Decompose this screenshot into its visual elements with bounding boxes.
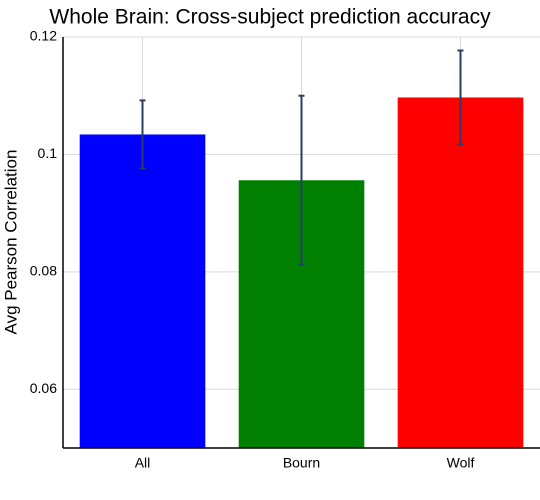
x-tick-label: Wolf [447, 455, 475, 471]
chart-title: Whole Brain: Cross-subject prediction ac… [49, 6, 491, 29]
bar [79, 134, 206, 449]
bar [397, 97, 524, 449]
error-bar [139, 99, 146, 170]
x-tick-label: Bourn [283, 455, 320, 471]
x-tick-label: All [135, 455, 151, 471]
y-tick-label: 0.06 [30, 380, 57, 396]
y-tick-label: 0.1 [38, 145, 58, 161]
error-bar [298, 94, 305, 266]
y-tick-label: 0.12 [30, 28, 57, 44]
y-axis-label: Avg Pearson Correlation [1, 150, 20, 335]
error-bar [457, 49, 464, 146]
y-tick-label: 0.08 [30, 263, 57, 279]
